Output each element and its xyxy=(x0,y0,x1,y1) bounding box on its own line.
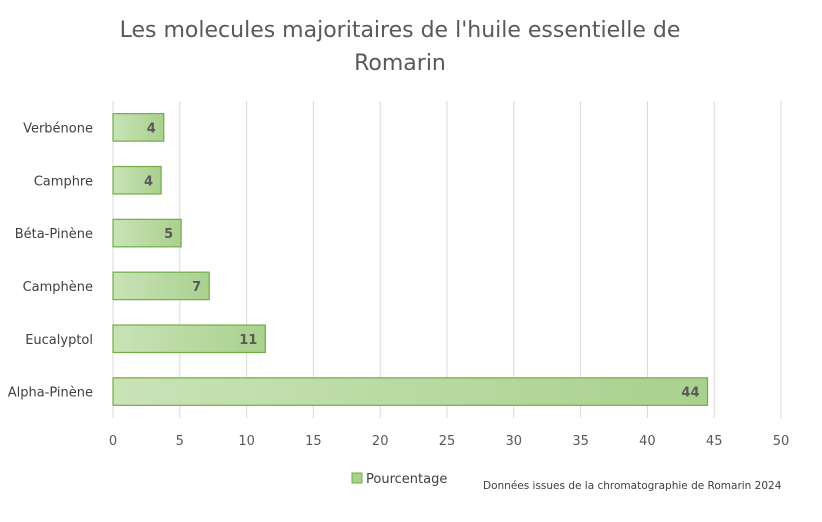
data-label: 11 xyxy=(239,333,257,348)
legend-label: Pourcentage xyxy=(366,472,447,487)
x-axis-ticks: 0 5 10 15 20 25 30 35 40 45 50 xyxy=(109,434,789,449)
data-label: 44 xyxy=(681,386,699,401)
legend-swatch xyxy=(351,472,363,484)
bar xyxy=(112,113,165,142)
data-label: 4 xyxy=(144,174,153,189)
category-label: Camphre xyxy=(34,174,93,189)
x-tick-label: 10 xyxy=(238,434,255,449)
source-note: Données issues de la chromatographie de … xyxy=(483,480,782,492)
x-tick-label: 40 xyxy=(639,434,656,449)
data-label: 7 xyxy=(192,280,201,295)
x-tick-label: 45 xyxy=(706,434,723,449)
bar xyxy=(112,377,709,406)
bar xyxy=(112,324,266,354)
data-label: 5 xyxy=(164,227,173,242)
category-label: Alpha-Pinène xyxy=(8,386,93,401)
bar xyxy=(112,218,182,248)
legend: Pourcentage xyxy=(351,472,447,487)
gridlines xyxy=(112,101,782,418)
x-tick-label: 15 xyxy=(305,434,322,449)
category-label: Verbénone xyxy=(23,121,93,136)
category-label: Camphène xyxy=(23,280,93,295)
bars xyxy=(112,113,709,406)
category-label: Béta-Pinène xyxy=(15,227,93,242)
x-tick-label: 35 xyxy=(572,434,589,449)
bar xyxy=(112,271,210,301)
chart-title-line-1: Les molecules majoritaires de l'huile es… xyxy=(120,18,681,43)
x-tick-label: 30 xyxy=(506,434,523,449)
category-labels: Alpha-Pinène Eucalyptol Camphène Béta-Pinèn… xyxy=(8,121,93,400)
x-tick-label: 50 xyxy=(773,434,790,449)
bar xyxy=(112,165,162,195)
category-label: Eucalyptol xyxy=(25,333,93,348)
chart-title-line-2: Romarin xyxy=(354,51,446,76)
x-tick-label: 5 xyxy=(176,434,184,449)
x-tick-label: 0 xyxy=(109,434,117,449)
x-tick-label: 25 xyxy=(439,434,456,449)
data-label: 4 xyxy=(147,121,156,136)
x-tick-label: 20 xyxy=(372,434,389,449)
